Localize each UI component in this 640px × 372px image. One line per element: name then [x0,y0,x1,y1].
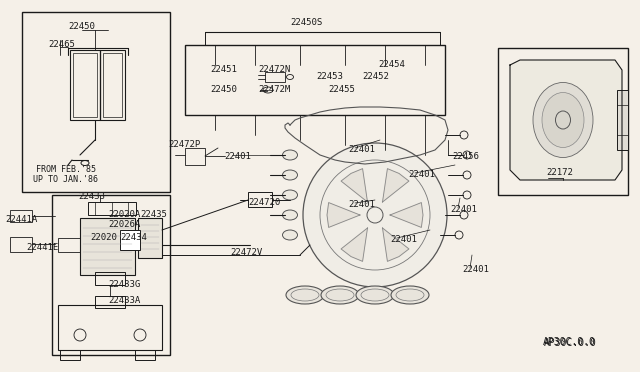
Ellipse shape [533,83,593,157]
Ellipse shape [321,286,359,304]
Text: 22433A: 22433A [108,296,140,305]
Polygon shape [510,60,622,180]
Polygon shape [341,169,367,202]
Polygon shape [383,228,409,262]
Bar [100,50,125,120]
Text: 22450: 22450 [68,22,95,31]
Bar [70,50,100,120]
Text: 22472M: 22472M [258,85,291,94]
Bar [248,192,272,207]
Ellipse shape [282,150,298,160]
Bar [95,272,125,285]
Bar [60,350,80,360]
Text: 22455: 22455 [328,85,355,94]
Text: AP30C.0.0: AP30C.0.0 [544,338,597,348]
Text: 224720: 224720 [248,198,280,207]
Text: 22454: 22454 [378,60,405,69]
Text: 22401: 22401 [224,152,251,161]
Bar [58,238,80,252]
Bar [22,12,170,192]
Bar [95,296,125,308]
Ellipse shape [282,190,298,200]
Ellipse shape [282,230,298,240]
Polygon shape [390,203,423,227]
Text: 22433: 22433 [78,192,105,201]
Text: 22441A: 22441A [5,215,37,224]
Text: 22452: 22452 [362,72,389,81]
Ellipse shape [282,210,298,220]
Polygon shape [327,203,360,227]
Bar [103,53,122,117]
Text: 22401: 22401 [348,200,375,209]
Bar [58,305,162,350]
Bar [185,45,445,115]
Ellipse shape [282,170,298,180]
Text: 22472N: 22472N [258,65,291,74]
Bar [88,202,136,215]
Text: 22401: 22401 [390,235,417,244]
Bar [498,48,628,195]
Text: 22401: 22401 [348,145,375,154]
Bar [138,218,162,258]
Text: 22451: 22451 [210,65,237,74]
Text: 22401: 22401 [408,170,435,179]
Text: 22450S: 22450S [290,18,323,27]
Text: 22433G: 22433G [108,280,140,289]
Ellipse shape [356,286,394,304]
Ellipse shape [286,286,324,304]
Polygon shape [341,228,367,262]
Bar [10,237,32,252]
Text: 22026A: 22026A [108,220,140,229]
Text: 22434: 22434 [120,233,147,242]
Bar [120,230,140,250]
Text: UP TO JAN.'86: UP TO JAN.'86 [33,175,98,184]
Text: 22450: 22450 [210,85,237,94]
Text: 22020: 22020 [90,233,117,242]
Bar [135,350,155,360]
Text: 22472V: 22472V [230,248,262,257]
Text: 22441E: 22441E [26,243,58,252]
Text: 22456: 22456 [452,152,479,161]
Text: 22401: 22401 [450,205,477,214]
Bar [185,148,205,165]
Text: FROM FEB.'85: FROM FEB.'85 [36,165,96,174]
Text: 22401: 22401 [462,265,489,274]
Bar [80,218,135,275]
Bar [265,72,285,82]
Circle shape [303,143,447,287]
Text: 22465: 22465 [48,40,75,49]
Text: 22020A: 22020A [108,210,140,219]
Text: 22453: 22453 [316,72,343,81]
Ellipse shape [391,286,429,304]
Bar [73,53,97,117]
Text: 22472P: 22472P [168,140,200,149]
Text: AP30C.0.0: AP30C.0.0 [543,337,596,347]
Bar [52,195,170,355]
Bar [617,90,628,150]
Text: 22435: 22435 [140,210,167,219]
Polygon shape [383,169,409,202]
Bar [10,210,32,222]
Ellipse shape [542,93,584,148]
Text: 22172: 22172 [546,168,573,177]
